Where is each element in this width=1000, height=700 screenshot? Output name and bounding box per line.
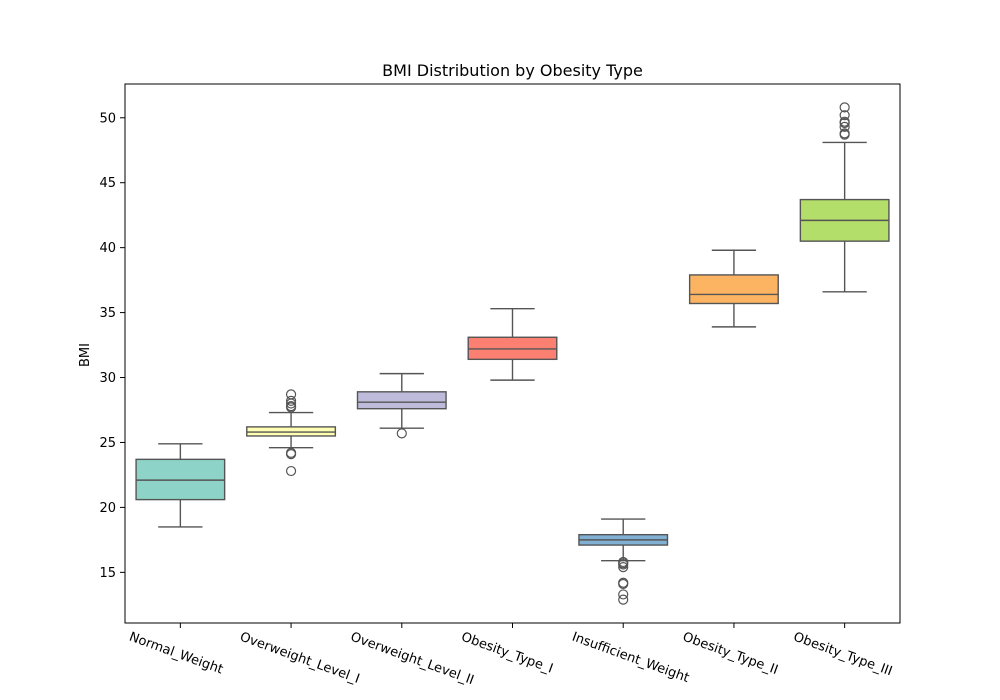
x-tick-label: Normal_Weight bbox=[127, 630, 225, 678]
y-tick-label: 30 bbox=[99, 371, 116, 386]
x-tick-label: Overweight_Level_I bbox=[238, 630, 362, 687]
outlier-point bbox=[285, 447, 297, 458]
outlier-point bbox=[285, 395, 297, 407]
box-obesity-type-ii bbox=[688, 249, 779, 328]
iqr-box bbox=[688, 274, 779, 305]
x-tick-label: Insufficient_Weight bbox=[570, 630, 691, 686]
outlier-point bbox=[618, 577, 629, 588]
y-axis-label: BMI bbox=[78, 343, 93, 367]
outlier-point bbox=[285, 401, 297, 412]
box-obesity-type-i bbox=[467, 307, 558, 381]
x-tick-label: Obesity_Type_I bbox=[459, 630, 555, 677]
outlier-point bbox=[839, 121, 850, 132]
outlier-point bbox=[618, 562, 629, 573]
outlier-point bbox=[285, 465, 297, 477]
x-tick-label: Overweight_Level_II bbox=[348, 630, 475, 689]
chart-title: BMI Distribution by Obesity Type bbox=[382, 61, 643, 80]
y-tick-label: 45 bbox=[99, 176, 116, 191]
iqr-box bbox=[356, 391, 447, 410]
y-tick-label: 50 bbox=[99, 111, 116, 126]
y-tick-label: 25 bbox=[99, 436, 116, 451]
outlier-point bbox=[618, 556, 629, 568]
y-tick-label: 35 bbox=[99, 306, 116, 321]
x-tick-label: Obesity_Type_III bbox=[791, 630, 894, 680]
outlier-point bbox=[839, 128, 850, 139]
y-tick-label: 40 bbox=[99, 241, 116, 256]
outlier-point bbox=[618, 594, 629, 605]
box-obesity-type-iii bbox=[799, 102, 890, 293]
outlier-point bbox=[396, 428, 407, 439]
x-tick-label: Obesity_Type_II bbox=[681, 630, 780, 678]
y-tick-label: 20 bbox=[99, 501, 116, 516]
box-overweight-level-i bbox=[246, 389, 337, 477]
box-overweight-level-ii bbox=[356, 372, 447, 439]
box-normal-weight bbox=[135, 443, 226, 528]
outlier-point bbox=[839, 116, 850, 127]
box-insufficient-weight bbox=[578, 518, 669, 605]
outlier-point bbox=[839, 110, 850, 121]
y-tick-label: 15 bbox=[99, 566, 116, 581]
plot-area: 15 20 25 30 35 40 45 50 Normal_Weight Overweight_… bbox=[99, 83, 901, 689]
outlier-point bbox=[285, 389, 297, 400]
outlier-point bbox=[839, 102, 850, 113]
outlier-point bbox=[618, 589, 629, 600]
